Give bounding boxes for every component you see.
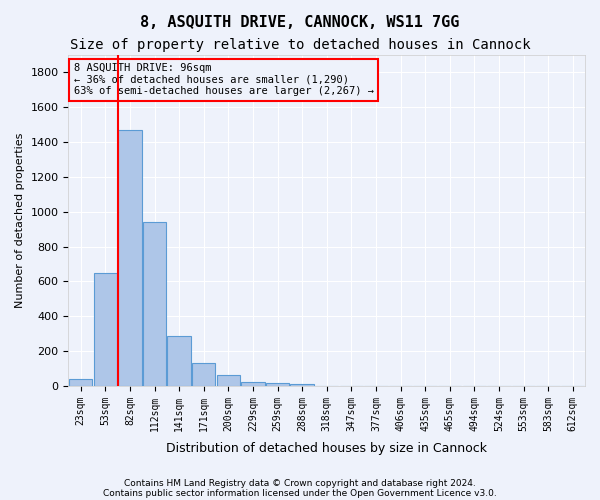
Y-axis label: Number of detached properties: Number of detached properties xyxy=(15,133,25,308)
Bar xyxy=(69,379,92,386)
Bar xyxy=(167,336,191,386)
Bar xyxy=(217,374,240,386)
X-axis label: Distribution of detached houses by size in Cannock: Distribution of detached houses by size … xyxy=(166,442,487,455)
Text: Contains HM Land Registry data © Crown copyright and database right 2024.: Contains HM Land Registry data © Crown c… xyxy=(124,478,476,488)
Bar xyxy=(143,222,166,386)
Text: 8, ASQUITH DRIVE, CANNOCK, WS11 7GG: 8, ASQUITH DRIVE, CANNOCK, WS11 7GG xyxy=(140,15,460,30)
Bar xyxy=(241,382,265,386)
Bar xyxy=(266,384,289,386)
Text: 8 ASQUITH DRIVE: 96sqm
← 36% of detached houses are smaller (1,290)
63% of semi-: 8 ASQUITH DRIVE: 96sqm ← 36% of detached… xyxy=(74,64,374,96)
Text: Contains public sector information licensed under the Open Government Licence v3: Contains public sector information licen… xyxy=(103,488,497,498)
Bar xyxy=(290,384,314,386)
Text: Size of property relative to detached houses in Cannock: Size of property relative to detached ho… xyxy=(70,38,530,52)
Bar xyxy=(94,272,117,386)
Bar xyxy=(118,130,142,386)
Bar xyxy=(192,364,215,386)
